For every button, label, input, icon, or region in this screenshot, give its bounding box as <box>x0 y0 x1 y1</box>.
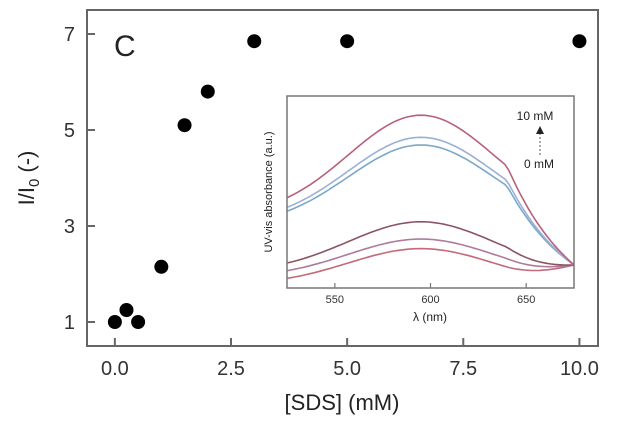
main-y-axis-title-suffix: (-) <box>14 151 39 179</box>
main-y-tick-label: 5 <box>64 120 75 142</box>
inset-spectrum-line <box>286 247 575 280</box>
main-y-axis-title-main: I/I <box>14 187 39 205</box>
main-y-axis-title: I/I0 (-) <box>14 151 43 206</box>
inset-y-axis-title: UV-vis absorbance (a.u.) <box>263 131 275 252</box>
main-y-tick-label: 7 <box>64 24 75 46</box>
main-x-axis: 0.0 2.5 5.0 7.5 10.0 <box>101 338 599 380</box>
main-scatter-series <box>107 34 587 329</box>
inset-x-axis-title: λ (nm) <box>413 310 447 324</box>
main-data-point <box>200 84 215 99</box>
inset-background <box>287 96 574 288</box>
main-data-point <box>340 34 355 49</box>
inset-spectra <box>286 114 575 280</box>
main-y-axis-title-sub: 0 <box>26 179 43 187</box>
main-y-tick-label: 1 <box>64 312 75 334</box>
main-x-tick-label: 10.0 <box>560 358 599 380</box>
main-x-tick-label: 2.5 <box>217 358 245 380</box>
main-y-tick-label: 3 <box>64 216 75 238</box>
main-plot-frame <box>86 9 599 347</box>
main-data-point <box>107 315 122 329</box>
panel-label: C <box>114 30 136 63</box>
main-x-tick-label: 0.0 <box>101 358 129 380</box>
inset-annotation-top: 10 mM <box>517 109 554 123</box>
main-data-point <box>572 34 587 49</box>
inset-spectrum-line <box>286 144 575 266</box>
inset-x-tick-label: 650 <box>517 294 535 306</box>
inset-spectrum-line <box>286 221 574 266</box>
main-data-point <box>119 303 134 317</box>
main-y-axis: 1 3 5 7 <box>64 24 95 334</box>
inset-annotation-bottom: 0 mM <box>524 157 554 171</box>
main-data-point <box>131 315 146 329</box>
inset-spectrum-line <box>286 136 575 266</box>
inset-spectrum-line <box>286 238 575 272</box>
inset-x-tick-label: 550 <box>326 294 344 306</box>
inset-spectrum-line <box>286 114 575 266</box>
main-data-point <box>154 259 169 274</box>
main-data-point <box>177 118 192 133</box>
inset-arrow-head <box>536 126 544 134</box>
inset-x-tick-label: 600 <box>421 294 439 306</box>
main-x-tick-label: 5.0 <box>333 358 361 380</box>
main-data-point <box>247 34 262 49</box>
main-x-tick-label: 7.5 <box>449 358 477 380</box>
inset-x-axis: 550 600 650 <box>326 283 535 306</box>
main-x-axis-title: [SDS] (mM) <box>285 390 400 415</box>
